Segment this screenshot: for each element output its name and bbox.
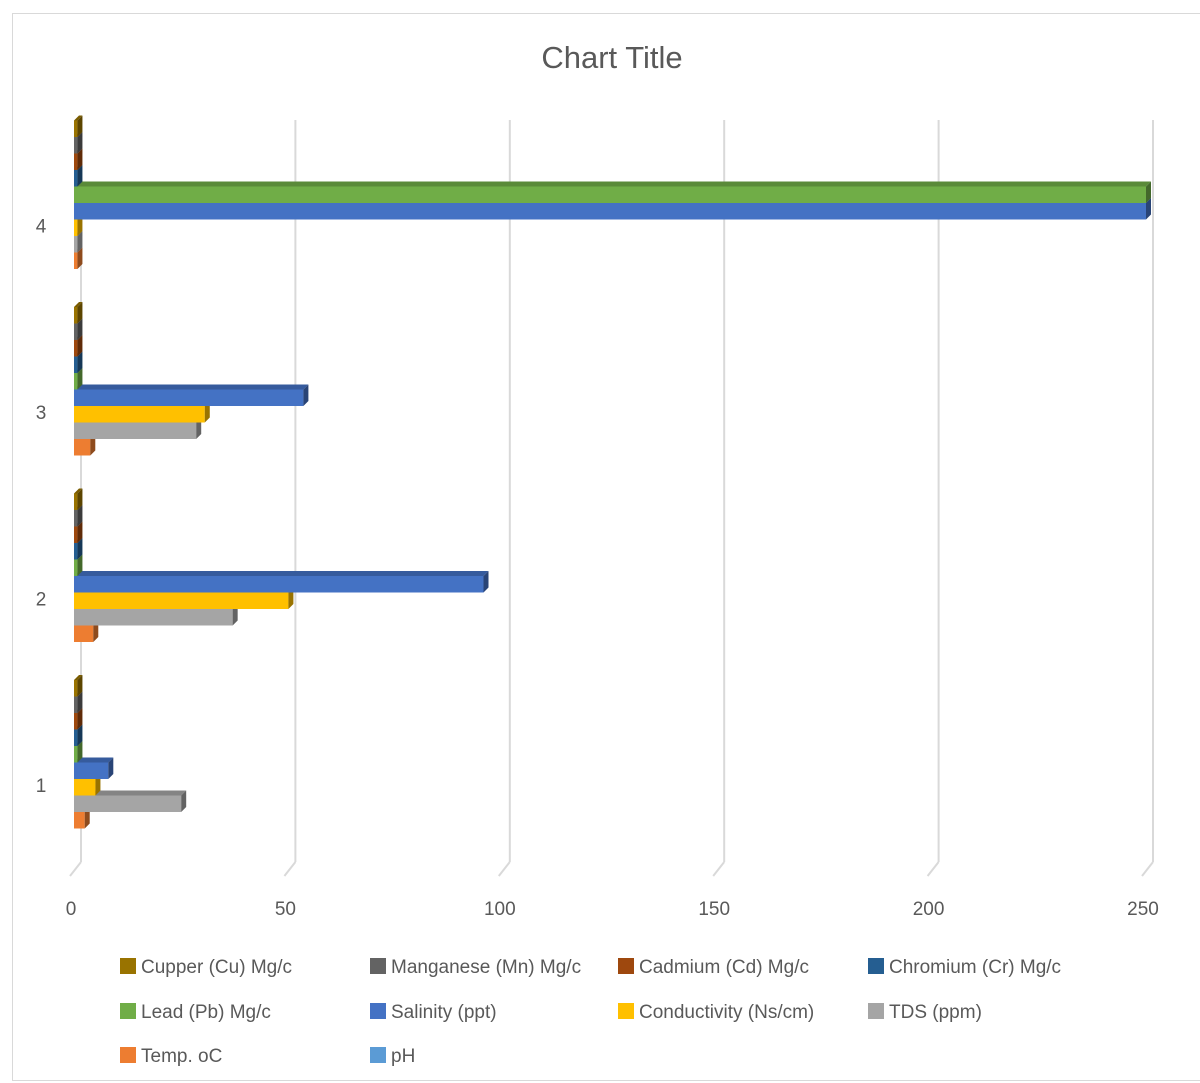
- legend-swatch: [120, 958, 136, 974]
- bar: [74, 571, 489, 593]
- gridlines: [69, 120, 1154, 877]
- bar: [74, 488, 83, 510]
- legend-entry: TDS (ppm): [868, 1002, 982, 1023]
- legend-swatch: [370, 958, 386, 974]
- legend-swatch: [120, 1003, 136, 1019]
- legend-label: TDS (ppm): [889, 1002, 982, 1023]
- x-tick-label: 50: [275, 899, 296, 920]
- x-axis-ticks: 0 50 100 150 200 250: [66, 899, 1159, 920]
- bar: [74, 675, 83, 697]
- y-tick-label: 2: [36, 590, 47, 611]
- legend-swatch: [618, 958, 634, 974]
- gridline-floor: [1141, 861, 1154, 877]
- legend-entry: Conductivity (Ns/cm): [618, 1002, 814, 1023]
- gridline-floor: [498, 861, 511, 877]
- legend-entry: Salinity (ppt): [370, 1002, 497, 1023]
- legend-label: Cadmium (Cd) Mg/c: [639, 957, 809, 978]
- legend-label: Manganese (Mn) Mg/c: [391, 957, 581, 978]
- x-tick-label: 150: [698, 899, 730, 920]
- gridline-floor: [926, 861, 940, 877]
- bar: [74, 115, 83, 137]
- legend-label: Salinity (ppt): [391, 1002, 497, 1023]
- bar: [74, 302, 83, 324]
- legend-swatch: [370, 1047, 386, 1063]
- x-tick-label: 200: [913, 899, 945, 920]
- legend-entry: Cadmium (Cd) Mg/c: [618, 957, 809, 978]
- legend-swatch: [868, 958, 884, 974]
- gridline-floor: [69, 861, 82, 877]
- gridline-floor: [712, 861, 725, 877]
- legend-entry: Chromium (Cr) Mg/c: [868, 957, 1061, 978]
- legend-entry: Cupper (Cu) Mg/c: [120, 957, 292, 978]
- legend-entry: Manganese (Mn) Mg/c: [370, 957, 581, 978]
- legend-swatch: [120, 1047, 136, 1063]
- x-tick-label: 0: [66, 899, 77, 920]
- legend-swatch: [868, 1003, 884, 1019]
- legend-entry: Lead (Pb) Mg/c: [120, 1002, 271, 1023]
- bar: [74, 181, 1151, 203]
- chart-title: Chart Title: [541, 40, 682, 75]
- bars: [74, 115, 1151, 829]
- legend-label: Chromium (Cr) Mg/c: [889, 957, 1061, 978]
- legend-label: Temp. oC: [141, 1046, 222, 1067]
- bar: [74, 790, 187, 812]
- y-axis-ticks: 1 2 3 4: [36, 217, 47, 798]
- x-tick-label: 250: [1127, 899, 1159, 920]
- y-tick-label: 1: [36, 776, 47, 797]
- legend-entry: pH: [370, 1046, 415, 1067]
- legend-entry: Temp. oC: [120, 1046, 222, 1067]
- gridline-floor: [283, 861, 297, 877]
- legend-label: pH: [391, 1046, 415, 1067]
- legend: Cupper (Cu) Mg/c Manganese (Mn) Mg/c Cadmi…: [120, 957, 1061, 1067]
- legend-label: Lead (Pb) Mg/c: [141, 1002, 271, 1023]
- legend-swatch: [370, 1003, 386, 1019]
- y-tick-label: 3: [36, 403, 47, 424]
- legend-swatch: [618, 1003, 634, 1019]
- bar: [74, 757, 114, 779]
- legend-label: Cupper (Cu) Mg/c: [141, 957, 292, 978]
- x-tick-label: 100: [484, 899, 516, 920]
- legend-label: Conductivity (Ns/cm): [639, 1002, 814, 1023]
- y-tick-label: 4: [36, 217, 47, 238]
- bar: [74, 384, 309, 406]
